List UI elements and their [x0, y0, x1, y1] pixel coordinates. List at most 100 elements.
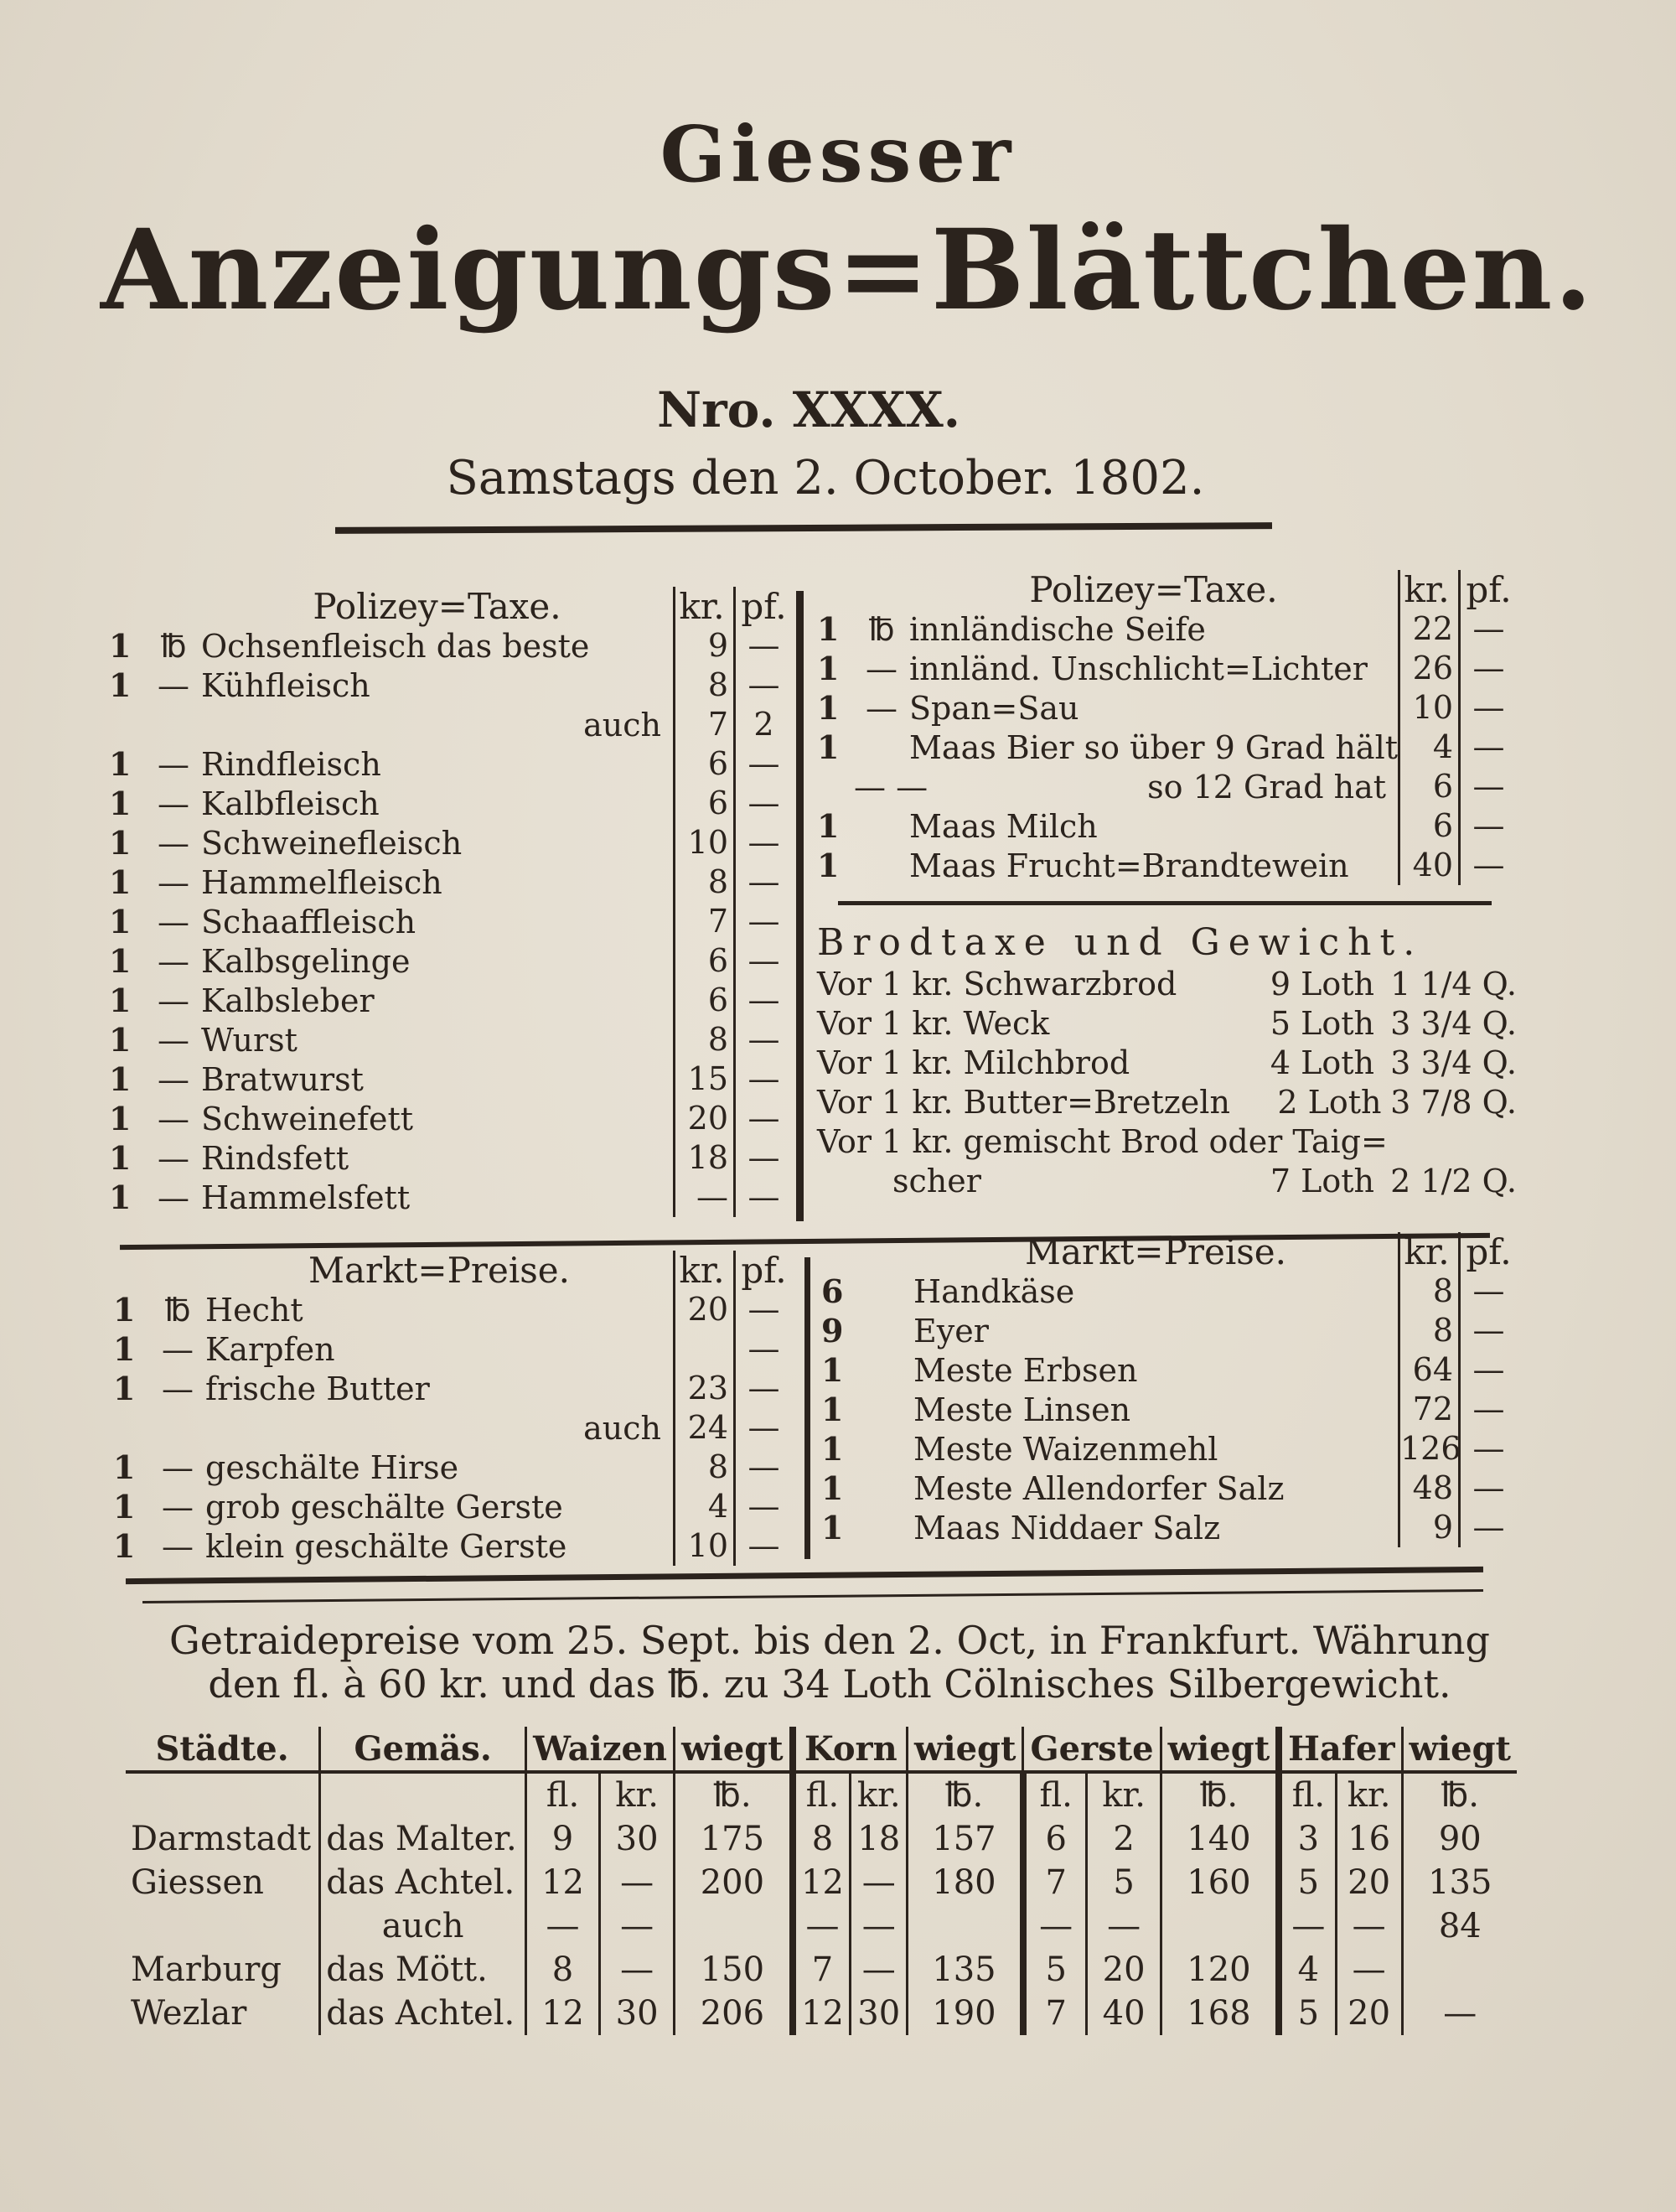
price-cell: 12	[524, 1861, 600, 1904]
quantity: 1	[113, 1527, 136, 1565]
unit: —	[158, 903, 189, 940]
unit: —	[158, 1179, 189, 1216]
price-cell: 8	[789, 1817, 851, 1861]
price-cell: —	[1334, 1904, 1403, 1948]
price-cell: 135	[1400, 1861, 1517, 1904]
brod-quentchen: 1 1/4 Q.	[1390, 965, 1517, 1002]
quantity: 1	[109, 863, 132, 901]
price-cell: 12	[789, 1861, 851, 1904]
price-kr: 24	[673, 1408, 733, 1448]
price-row: 1 Meste Allendorfer Salz 48—	[821, 1469, 1517, 1508]
price-pf: —	[733, 744, 792, 784]
price-row: 1— grob geschälte Gerste 4—	[113, 1487, 792, 1526]
quantity: 1	[109, 745, 132, 783]
brod-row: scher 7 Loth 2 1/2 Q.	[817, 1161, 1517, 1200]
city-name: Marburg	[131, 1950, 282, 1989]
price-pf: —	[733, 1138, 792, 1178]
measure: das Achtel.	[318, 1861, 526, 1904]
unit: —	[158, 824, 189, 862]
price-pf: —	[1458, 767, 1517, 806]
unit: —	[158, 785, 189, 822]
price-row: 1 Maas Bier so über 9 Grad hält 4—	[817, 728, 1517, 767]
price-kr: 20	[673, 1099, 733, 1138]
quantity: 1	[109, 982, 132, 1019]
price-kr: 4	[1398, 728, 1458, 767]
unit: —	[162, 1527, 194, 1565]
price-kr: 23	[673, 1369, 733, 1408]
price-cell: —	[849, 1948, 908, 1992]
price-pf: —	[733, 626, 792, 666]
quantity: 1	[821, 1509, 844, 1546]
unit: —	[158, 745, 189, 783]
price-cell: —	[789, 1904, 851, 1948]
item-name: Maas Niddaer Salz	[913, 1509, 1221, 1546]
unit: —	[158, 1139, 189, 1177]
price-pf: —	[733, 902, 792, 941]
price-row: auch 24—	[113, 1408, 792, 1448]
getraide-title-line2: den fl. à 60 kr. und das ℔. zu 34 Loth C…	[208, 1661, 1451, 1707]
price-row: 1 — Karpfen —	[113, 1329, 792, 1369]
brod-loth: 7 Loth	[1270, 1162, 1374, 1199]
quantity: 1	[817, 610, 840, 648]
item-name: Kalbsgelinge	[201, 942, 411, 980]
price-row: 1— Schaaffleisch 7—	[109, 902, 792, 941]
price-kr: 8	[673, 1020, 733, 1059]
table-header-row: Städte. Gemäs. Waizen wiegt Korn wiegt Gerste w…	[126, 1727, 1517, 1774]
price-cell: 18	[849, 1817, 908, 1861]
price-row: 1 ℔ Ochsenfleisch das beste 9—	[109, 626, 792, 666]
price-pf: —	[1458, 1350, 1517, 1390]
section-header: Polizey=Taxe. kr. pf.	[109, 586, 792, 627]
unit: —	[162, 1488, 194, 1526]
price-kr: 22	[1398, 609, 1458, 649]
quantity: 1	[821, 1430, 844, 1468]
issue-number: Nro. XXXX.	[657, 381, 960, 438]
price-kr: 6	[673, 784, 733, 823]
unit: —	[158, 1060, 189, 1098]
price-kr	[673, 1329, 733, 1369]
quantity: 1	[817, 689, 840, 727]
price-cell: 5	[1275, 1992, 1337, 2035]
price-kr: 20	[673, 1290, 733, 1329]
price-row: auch 7 2	[109, 705, 792, 744]
price-cell: 190	[906, 1992, 1023, 2035]
price-pf: —	[733, 1099, 792, 1138]
table-subheader-row: fl. kr. ℔. fl. kr. ℔. fl. kr. ℔. fl. kr. ℔.	[126, 1772, 1517, 1817]
brod-quentchen: 3 3/4 Q.	[1390, 1044, 1517, 1081]
unit: —	[162, 1330, 194, 1368]
item-name: Hecht	[205, 1291, 303, 1329]
price-pf: —	[733, 941, 792, 981]
price-cell: 20	[1085, 1948, 1161, 1992]
price-row: 6 Handkäse 8—	[821, 1272, 1517, 1311]
price-cell: 30	[849, 1992, 908, 2035]
price-row: 1— Rindsfett 18—	[109, 1138, 792, 1178]
price-row: 1— Kalbsleber 6—	[109, 981, 792, 1020]
item-name: Maas Milch	[909, 807, 1098, 845]
price-pf: —	[1458, 806, 1517, 846]
price-kr: 8	[1398, 1311, 1458, 1350]
price-row: 1 Meste Waizenmehl 126—	[821, 1429, 1517, 1469]
section-rule	[838, 901, 1492, 905]
item-name: Karpfen	[205, 1330, 335, 1368]
item-name: Rindfleisch	[201, 745, 381, 783]
price-kr: 10	[673, 1526, 733, 1566]
price-kr: 9	[1398, 1508, 1458, 1547]
item-name: Kalbsleber	[201, 982, 375, 1019]
item-name: Meste Linsen	[913, 1391, 1131, 1428]
price-pf: —	[733, 1408, 792, 1448]
price-cell	[1400, 1948, 1517, 1992]
unit-header: fl.	[1019, 1772, 1087, 1817]
price-row: 1— Kalbsgelinge 6—	[109, 941, 792, 981]
quantity: 1	[113, 1330, 136, 1368]
quantity: 1	[109, 942, 132, 980]
item-name: auch	[583, 1409, 661, 1447]
brod-row: Vor 1 kr. Milchbrod 4 Loth 3 3/4 Q.	[817, 1043, 1517, 1082]
price-cell: 12	[524, 1992, 600, 2035]
item-name: Schweinefett	[201, 1100, 414, 1137]
price-pf: —	[1458, 688, 1517, 728]
price-cell: 7	[1019, 1861, 1087, 1904]
price-cell: 5	[1085, 1861, 1161, 1904]
quantity: 1	[113, 1448, 136, 1486]
brod-label: Vor 1 kr. Butter=Bretzeln	[817, 1083, 1230, 1121]
unit-header: fl.	[789, 1772, 851, 1817]
item-name: Kühfleisch	[201, 666, 370, 704]
